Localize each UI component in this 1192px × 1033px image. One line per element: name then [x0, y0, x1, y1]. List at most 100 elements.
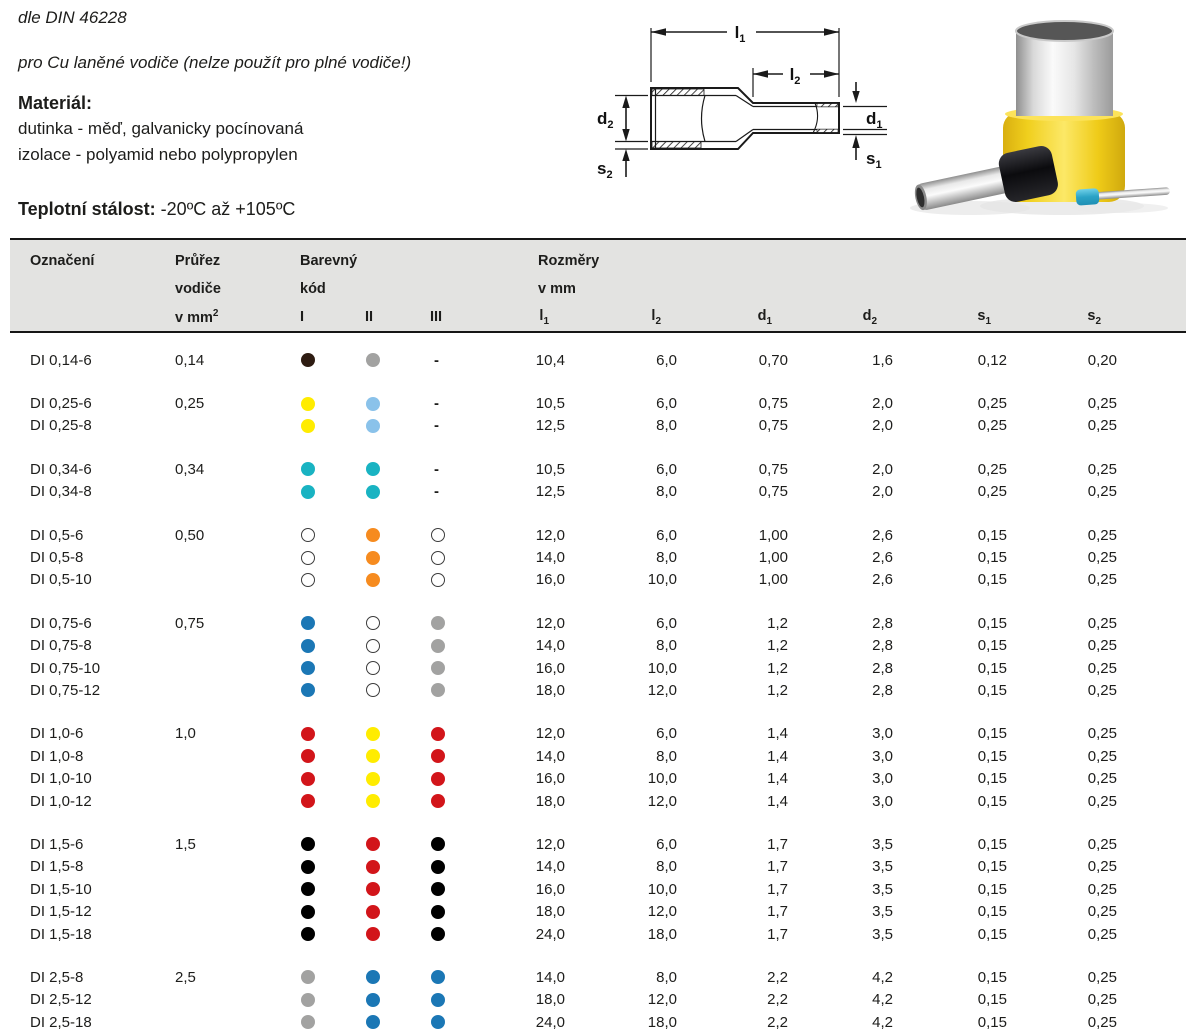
color-code-ii [365, 726, 430, 741]
table-row: DI 1,5-8 14,0 8,0 1,7 3,5 0,15 0,25 [10, 856, 1186, 878]
temperature-label: Teplotní stálost: [18, 199, 156, 219]
ferrules-product-photo [910, 20, 1170, 215]
color-dot-yellow [366, 726, 380, 741]
row-group: DI 0,75-6 0,75 12,0 6,0 1,2 2,8 0,15 0,25 DI 0,7… [10, 612, 1186, 702]
color-code-i [300, 927, 365, 941]
dim-s1: 0,15 [977, 725, 1007, 743]
color-dot-orange [366, 550, 380, 565]
dim-l2: 8,0 [656, 747, 677, 765]
dim-d2: 2,0 [872, 395, 893, 413]
dim-l2: 10,0 [647, 770, 677, 788]
l1-label: l1 [735, 23, 746, 45]
dim-l1: 24,0 [535, 925, 565, 943]
row-designation: DI 0,5-6 [30, 526, 84, 544]
dim-l1: 12,5 [535, 417, 565, 435]
row-designation: DI 1,5-12 [30, 903, 92, 921]
color-dot-black [301, 859, 315, 874]
dim-l1: 18,0 [535, 903, 565, 921]
col-header-l2: l2 [651, 307, 661, 327]
dim-d1: 1,00 [758, 549, 788, 567]
no-color-dash: - [434, 417, 439, 435]
color-dot-blue [431, 970, 445, 985]
color-dot-yellow [366, 794, 380, 809]
color-dot-grey [366, 353, 380, 368]
dim-d1: 0,75 [758, 395, 788, 413]
dim-d2: 2,6 [872, 571, 893, 589]
table-header: Označení Průřez Barevný Rozměry vodiče k… [10, 238, 1186, 333]
dim-d2: 2,0 [872, 483, 893, 501]
color-dot-red [366, 837, 380, 852]
dim-s2: 0,25 [1087, 880, 1117, 898]
color-dot-blue [431, 992, 445, 1007]
dim-s2: 0,25 [1087, 1013, 1117, 1031]
sleeve-wall-hatch-top [651, 88, 705, 96]
no-color-dash: - [434, 460, 439, 478]
color-code-iii: - [430, 484, 495, 499]
row-designation: DI 2,5-12 [30, 991, 92, 1009]
dim-l2: 12,0 [647, 903, 677, 921]
color-code-i [300, 661, 365, 676]
sleeve-wall-hatch-bottom [651, 141, 702, 149]
table-row: DI 0,14-6 0,14 - 10,4 6,0 0,70 1,6 0,12 0,20 [10, 349, 1186, 371]
dim-l2: 18,0 [647, 925, 677, 943]
dim-s1: 0,15 [977, 637, 1007, 655]
col-header-s1: s1 [977, 307, 991, 327]
dim-d2: 1,6 [872, 351, 893, 369]
table-row: DI 2,5-18 24,0 18,0 2,2 4,2 0,15 0,25 [10, 1011, 1186, 1033]
color-code-iii [430, 927, 495, 941]
color-code-ii [365, 882, 430, 897]
dim-s1: 0,15 [977, 659, 1007, 677]
dim-l1: 16,0 [535, 880, 565, 898]
dim-s1: 0,15 [977, 549, 1007, 567]
dim-s1: 0,15 [977, 925, 1007, 943]
dim-l2: 6,0 [656, 395, 677, 413]
color-code-iii: - [430, 418, 495, 433]
dim-l1: 10,4 [535, 351, 565, 369]
dim-s2: 0,25 [1087, 614, 1117, 632]
color-code-ii [365, 749, 430, 764]
dim-d1: 0,70 [758, 351, 788, 369]
color-code-ii [365, 1015, 430, 1030]
row-cross-section: 0,14 [175, 351, 205, 369]
dim-d1: 1,2 [767, 659, 788, 677]
color-dot-black [431, 837, 445, 852]
ferrule-spec-table: Označení Průřez Barevný Rozměry vodiče k… [10, 238, 1186, 1033]
dim-s2: 0,25 [1087, 835, 1117, 853]
color-dot-white [431, 550, 445, 565]
color-dot-red [366, 859, 380, 874]
color-code-ii [365, 837, 430, 852]
dim-s1: 0,15 [977, 835, 1007, 853]
table-header-row-1: Označení Průřez Barevný Rozměry [10, 247, 1186, 275]
color-dot-yellow [301, 396, 315, 411]
color-dot-red [431, 794, 445, 809]
row-cross-section: 0,50 [175, 526, 205, 544]
dim-s2: 0,25 [1087, 417, 1117, 435]
color-code-ii [365, 927, 430, 941]
color-dot-teal [301, 462, 315, 477]
dim-s1: 0,15 [977, 614, 1007, 632]
d1-label: d1 [866, 109, 883, 131]
color-dot-black [431, 904, 445, 919]
row-designation: DI 0,25-6 [30, 395, 92, 413]
color-code-ii [365, 661, 430, 676]
d2-arrow-up [622, 95, 630, 108]
no-color-dash: - [434, 483, 439, 501]
dim-d2: 3,0 [872, 725, 893, 743]
row-designation: DI 0,5-10 [30, 571, 92, 589]
dim-s2: 0,25 [1087, 725, 1117, 743]
col-header-d1: d1 [757, 307, 772, 327]
color-code-ii [365, 353, 430, 368]
dim-d2: 2,8 [872, 659, 893, 677]
dim-l1: 12,0 [535, 614, 565, 632]
dim-s2: 0,25 [1087, 460, 1117, 478]
color-dot-grey [301, 992, 315, 1007]
color-code-i [300, 970, 365, 985]
color-dot-white [301, 572, 315, 587]
color-code-ii [365, 638, 430, 653]
dim-l2: 8,0 [656, 483, 677, 501]
dim-d2: 3,0 [872, 747, 893, 765]
tube-wall-hatch-bottom [816, 128, 839, 133]
dim-s1: 0,15 [977, 792, 1007, 810]
row-designation: DI 0,75-10 [30, 659, 101, 677]
dim-l2: 6,0 [656, 351, 677, 369]
